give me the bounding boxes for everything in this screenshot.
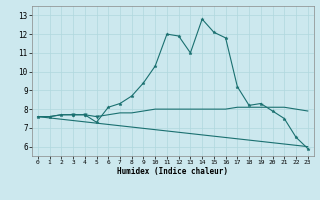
X-axis label: Humidex (Indice chaleur): Humidex (Indice chaleur) bbox=[117, 167, 228, 176]
